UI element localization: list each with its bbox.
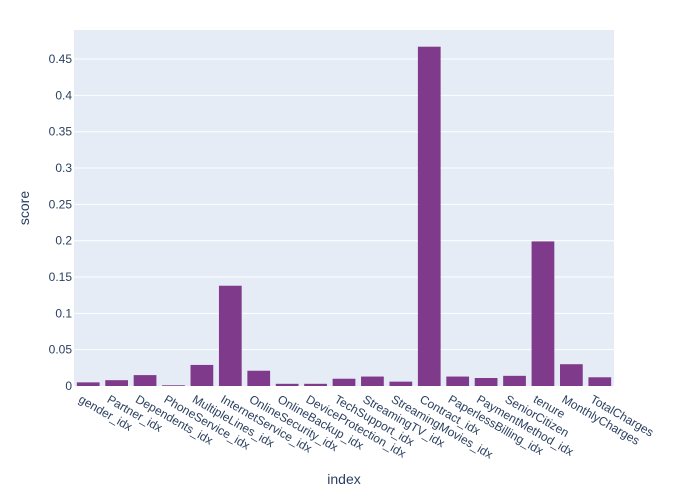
bar[interactable] xyxy=(105,380,128,386)
bar[interactable] xyxy=(133,375,157,386)
bar[interactable] xyxy=(361,376,384,386)
bar[interactable] xyxy=(560,364,583,386)
y-tick-label: 0.35 xyxy=(49,125,73,139)
y-tick-label: 0.3 xyxy=(55,161,72,175)
y-tick-label: 0.4 xyxy=(55,88,72,102)
y-tick-label: 0 xyxy=(65,379,72,393)
bar[interactable] xyxy=(446,376,470,386)
bar[interactable] xyxy=(474,378,498,386)
bar[interactable] xyxy=(247,370,271,386)
plot-background xyxy=(74,30,614,386)
x-axis-ticks: gender_idxPartner_idxDependents_idxPhone… xyxy=(76,392,656,461)
gridlines xyxy=(74,58,614,351)
bar[interactable] xyxy=(218,285,242,386)
x-axis-title: index xyxy=(327,471,360,487)
y-tick-label: 0.05 xyxy=(49,343,73,357)
y-axis-title: score xyxy=(16,191,32,225)
bar[interactable] xyxy=(162,385,185,386)
bar[interactable] xyxy=(588,377,612,386)
bar[interactable] xyxy=(76,382,100,386)
bar[interactable] xyxy=(417,46,441,386)
bar[interactable] xyxy=(389,381,413,386)
bar[interactable] xyxy=(503,375,526,386)
bar[interactable] xyxy=(190,364,214,386)
y-tick-label: 0.1 xyxy=(55,306,72,320)
y-tick-label: 0.15 xyxy=(49,270,73,284)
bar[interactable] xyxy=(332,378,356,386)
y-tick-label: 0.2 xyxy=(55,234,72,248)
bar[interactable] xyxy=(275,383,299,386)
bar[interactable] xyxy=(531,241,555,386)
y-tick-label: 0.45 xyxy=(49,52,73,66)
y-tick-label: 0.25 xyxy=(49,197,73,211)
bar[interactable] xyxy=(304,383,327,386)
y-axis-ticks: 0 0.05 0.1 0.15 0.2 0.25 0.3 0.35 0.4 0.45 xyxy=(49,52,73,393)
bars xyxy=(76,46,612,386)
